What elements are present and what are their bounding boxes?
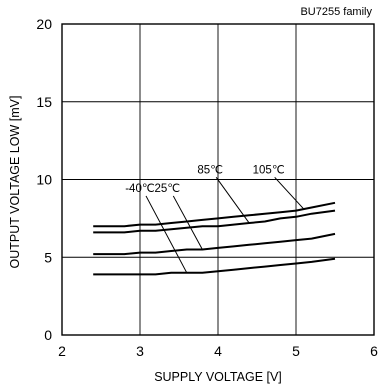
temperature-label: -40℃ bbox=[125, 183, 155, 195]
x-tick-label: 4 bbox=[214, 343, 222, 359]
annotation-leader-line bbox=[172, 195, 203, 250]
temperature-label: 105℃ bbox=[253, 164, 285, 176]
device-family-label: BU7255 family bbox=[300, 6, 372, 18]
x-tick-label: 2 bbox=[58, 343, 66, 359]
series-line bbox=[93, 201, 336, 228]
series-lines bbox=[93, 201, 336, 276]
series-line bbox=[93, 257, 336, 276]
annotation-leader-line bbox=[274, 176, 305, 210]
y-tick-label: 15 bbox=[36, 94, 52, 110]
y-tick-label: 10 bbox=[36, 172, 52, 188]
annotation-leader-line bbox=[145, 195, 188, 274]
x-tick-label: 6 bbox=[370, 343, 378, 359]
series-line bbox=[93, 209, 336, 234]
y-axis-label: OUTPUT VOLTAGE LOW [mV] bbox=[8, 96, 22, 269]
y-tick-label: 5 bbox=[44, 249, 52, 265]
series-line bbox=[93, 232, 336, 256]
axis-tick-labels: 2 3 4 5 6 0 5 10 15 20 bbox=[36, 16, 378, 359]
annotation-leader-line bbox=[215, 176, 250, 224]
temperature-label: 25℃ bbox=[154, 183, 180, 195]
y-tick-label: 20 bbox=[36, 16, 52, 32]
x-tick-label: 5 bbox=[292, 343, 300, 359]
plot-area-frame bbox=[61, 23, 375, 336]
temperature-annotations: -40℃ 25℃ 85℃ 105℃ bbox=[125, 164, 305, 274]
temperature-label: 85℃ bbox=[197, 164, 223, 176]
x-tick-label: 3 bbox=[136, 343, 144, 359]
y-tick-label: 0 bbox=[44, 327, 52, 343]
x-axis-label: SUPPLY VOLTAGE [V] bbox=[154, 370, 282, 384]
